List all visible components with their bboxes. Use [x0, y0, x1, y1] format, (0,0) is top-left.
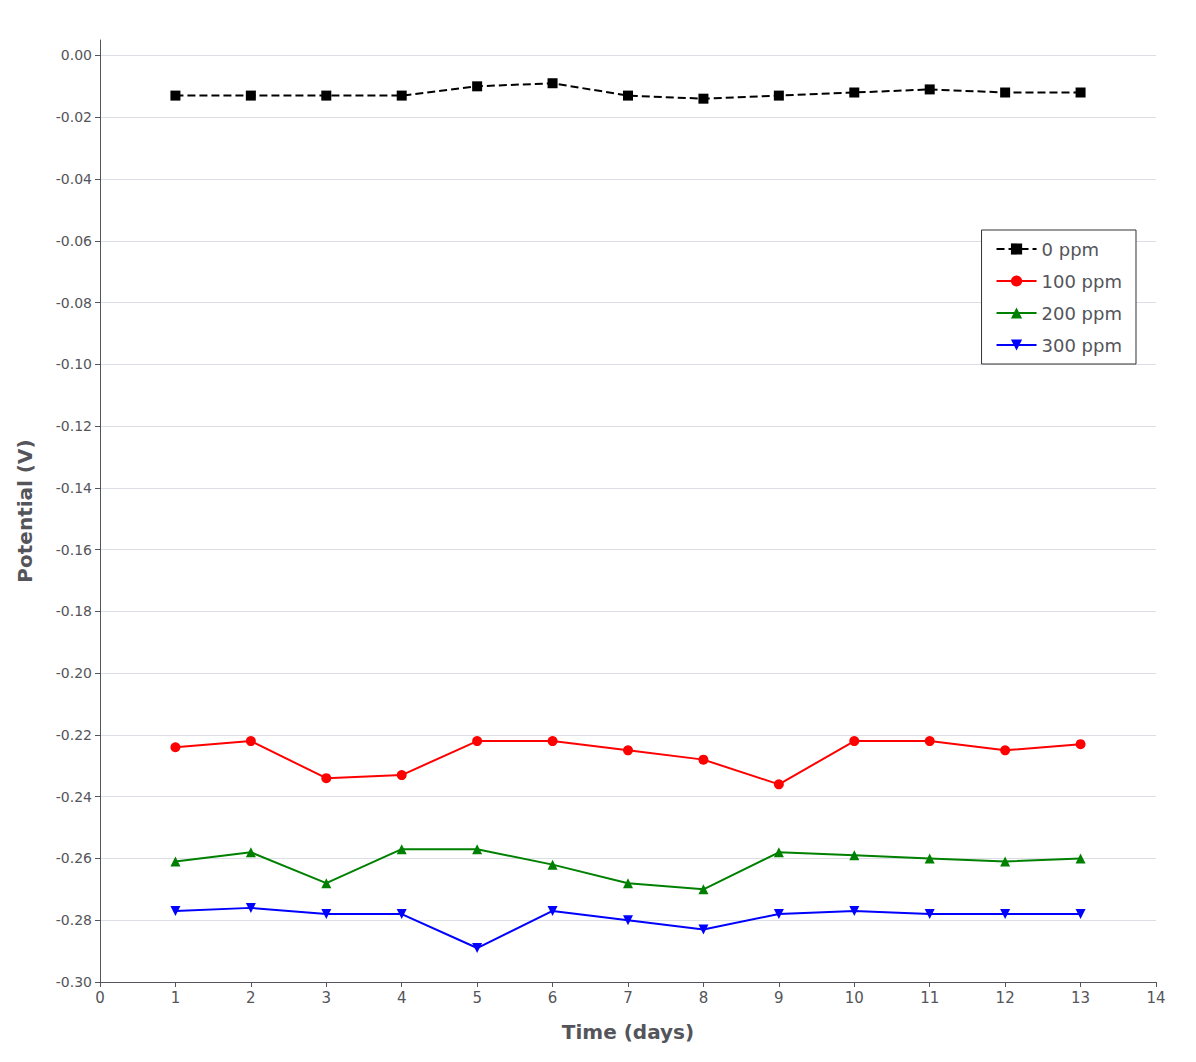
svg-text:9: 9: [774, 989, 784, 1007]
svg-text:-0.18: -0.18: [56, 603, 92, 619]
svg-text:11: 11: [920, 989, 939, 1007]
svg-text:0 ppm: 0 ppm: [1042, 239, 1100, 260]
svg-text:-0.08: -0.08: [56, 295, 92, 311]
svg-text:14: 14: [1146, 989, 1165, 1007]
svg-text:-0.10: -0.10: [56, 356, 92, 372]
svg-text:-0.26: -0.26: [56, 850, 92, 866]
svg-text:200 ppm: 200 ppm: [1042, 303, 1122, 324]
svg-text:-0.12: -0.12: [56, 418, 92, 434]
svg-text:1: 1: [171, 989, 181, 1007]
svg-text:0: 0: [95, 989, 105, 1007]
svg-text:-0.20: -0.20: [56, 665, 92, 681]
svg-text:2: 2: [246, 989, 256, 1007]
svg-text:-0.16: -0.16: [56, 542, 92, 558]
svg-text:8: 8: [699, 989, 709, 1007]
svg-text:Time (days): Time (days): [562, 1020, 694, 1044]
svg-text:0.00: 0.00: [61, 47, 92, 63]
svg-text:-0.14: -0.14: [56, 480, 92, 496]
svg-text:-0.30: -0.30: [56, 974, 92, 990]
svg-text:6: 6: [548, 989, 558, 1007]
svg-text:Potential (V): Potential (V): [13, 439, 37, 582]
svg-text:-0.02: -0.02: [56, 109, 92, 125]
svg-text:7: 7: [623, 989, 633, 1007]
svg-text:4: 4: [397, 989, 407, 1007]
svg-text:-0.04: -0.04: [56, 171, 92, 187]
svg-text:5: 5: [472, 989, 482, 1007]
svg-text:13: 13: [1071, 989, 1090, 1007]
svg-text:-0.24: -0.24: [56, 789, 92, 805]
svg-text:-0.28: -0.28: [56, 912, 92, 928]
svg-text:-0.06: -0.06: [56, 233, 92, 249]
svg-text:-0.22: -0.22: [56, 727, 92, 743]
svg-text:12: 12: [996, 989, 1015, 1007]
svg-text:10: 10: [845, 989, 864, 1007]
svg-text:300 ppm: 300 ppm: [1042, 335, 1122, 356]
svg-text:3: 3: [322, 989, 332, 1007]
svg-text:100 ppm: 100 ppm: [1042, 271, 1122, 292]
